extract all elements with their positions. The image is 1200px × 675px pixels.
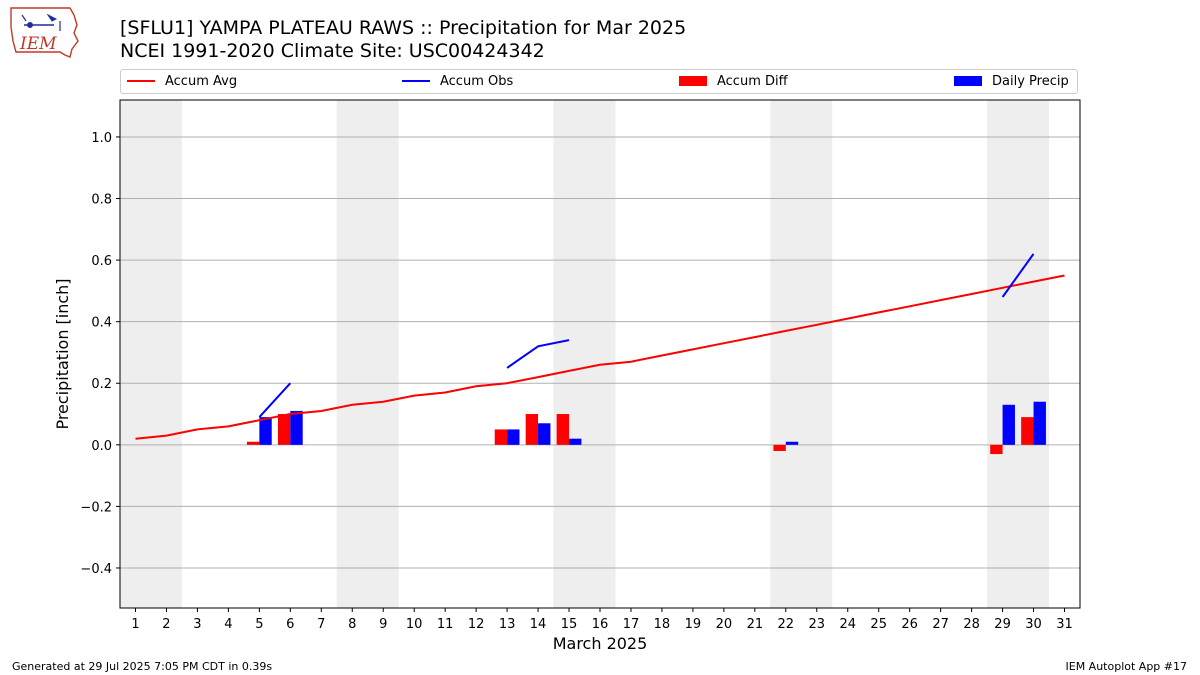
bar-accum-diff [246, 441, 260, 445]
bar-daily-precip [785, 441, 799, 445]
x-tick-label: 17 [623, 617, 640, 632]
y-tick-label: 0.6 [91, 254, 112, 269]
chart-subtitle: NCEI 1991-2020 Climate Site: USC00424342 [120, 40, 545, 62]
legend-swatch-accum-avg [127, 79, 155, 82]
bar-accum-diff [1021, 417, 1034, 445]
x-tick-label: 11 [437, 617, 454, 632]
x-tick-label: 3 [193, 617, 201, 632]
legend-item-daily-precip: Daily Precip [954, 74, 1069, 90]
line-accum-obs [506, 339, 570, 369]
y-axis-label: Precipitation [inch] [53, 278, 72, 429]
weekend-shading [120, 100, 1050, 608]
legend-label-daily-precip: Daily Precip [992, 74, 1069, 89]
x-tick-label: 16 [592, 617, 609, 632]
x-tick-label: 30 [1025, 617, 1042, 632]
legend-item-accum-diff: Accum Diff [679, 74, 788, 90]
y-tick-label: 0.8 [91, 193, 112, 208]
weekend-shade-band [770, 100, 833, 608]
x-tick-label: 10 [406, 617, 423, 632]
bar-accum-diff [277, 414, 291, 445]
footer-generated-note: Generated at 29 Jul 2025 7:05 PM CDT in … [12, 660, 273, 673]
iem-logo: IEM [10, 7, 79, 58]
lines [135, 253, 1065, 440]
legend-item-accum-obs: Accum Obs [402, 74, 513, 90]
line-accum-obs [1001, 253, 1035, 298]
weekend-shade-band [336, 100, 399, 608]
x-tick-label: 1 [131, 617, 139, 632]
legend-item-accum-avg: Accum Avg [127, 74, 237, 90]
x-axis: 1 2 3 4 5 6 7 8 9 10 11 12 13 14 15 16 17 18 19 20 21 22 23 24 2… [131, 608, 1073, 632]
bar-daily-precip [569, 438, 582, 445]
bar-daily-precip [290, 410, 303, 445]
line-accum-avg [135, 274, 1065, 440]
x-tick-label: 18 [654, 617, 671, 632]
x-tick-label: 15 [561, 617, 578, 632]
legend-label-accum-avg: Accum Avg [165, 74, 238, 89]
weekend-shade-band [553, 100, 616, 608]
x-tick-label: 20 [716, 617, 733, 632]
x-tick-label: 24 [839, 617, 856, 632]
weekend-shade-band [987, 100, 1050, 608]
legend-swatch-daily-precip [954, 75, 982, 86]
legend-label-accum-obs: Accum Obs [440, 74, 514, 89]
x-tick-label: 29 [994, 617, 1011, 632]
footer-app-id: IEM Autoplot App #17 [1065, 660, 1188, 673]
grid-lines [120, 136, 1080, 569]
y-tick-label: 0.2 [91, 377, 112, 392]
x-axis-label: March 2025 [553, 634, 648, 653]
y-tick-label: 0.4 [91, 316, 112, 331]
y-tick-label: −0.2 [80, 500, 112, 515]
x-tick-label: 19 [685, 617, 702, 632]
line-accum-obs [258, 382, 292, 418]
x-tick-label: 13 [499, 617, 516, 632]
x-tick-label: 9 [379, 617, 387, 632]
x-tick-label: 28 [963, 617, 980, 632]
x-tick-label: 27 [932, 617, 949, 632]
y-tick-label: 0.0 [91, 439, 112, 454]
chart-title: [SFLU1] YAMPA PLATEAU RAWS :: Precipitat… [120, 17, 687, 39]
legend-swatch-accum-diff [679, 75, 707, 86]
x-tick-label: 6 [286, 617, 294, 632]
legend-label-accum-diff: Accum Diff [717, 74, 788, 89]
x-tick-label: 25 [870, 617, 887, 632]
x-tick-label: 31 [1056, 617, 1073, 632]
y-tick-label: −0.4 [80, 562, 112, 577]
bars [246, 401, 1046, 455]
weekend-shade-band [120, 100, 182, 608]
bar-accum-diff [990, 444, 1003, 455]
legend-swatch-accum-obs [402, 79, 430, 82]
y-tick-label: 1.0 [91, 131, 112, 146]
x-tick-label: 23 [809, 617, 826, 632]
x-tick-label: 5 [255, 617, 263, 632]
y-axis: −0.4 −0.2 0.0 0.2 0.4 0.6 0.8 1.0 [80, 131, 120, 577]
bar-daily-precip [1033, 401, 1046, 445]
bar-accum-diff [525, 414, 539, 445]
bar-daily-precip [1002, 404, 1015, 445]
x-tick-label: 8 [348, 617, 356, 632]
bar-daily-precip [507, 429, 520, 445]
x-tick-label: 22 [778, 617, 795, 632]
legend: Accum Avg Accum Obs Accum Diff Daily Pre… [120, 69, 1078, 94]
x-tick-label: 12 [468, 617, 485, 632]
bar-accum-diff [494, 429, 508, 445]
weather-station-icon [21, 13, 61, 31]
x-tick-label: 14 [530, 617, 547, 632]
bar-accum-diff [556, 414, 570, 445]
x-tick-label: 7 [317, 617, 325, 632]
bar-accum-diff [773, 444, 786, 451]
logo-text: IEM [19, 34, 57, 54]
x-tick-label: 26 [901, 617, 918, 632]
x-tick-label: 2 [162, 617, 170, 632]
x-tick-label: 4 [224, 617, 232, 632]
bar-daily-precip [259, 417, 272, 445]
iowa-state-outline [10, 7, 79, 58]
x-tick-label: 21 [747, 617, 764, 632]
bar-daily-precip [538, 423, 551, 445]
plot-area-frame [119, 99, 1081, 609]
